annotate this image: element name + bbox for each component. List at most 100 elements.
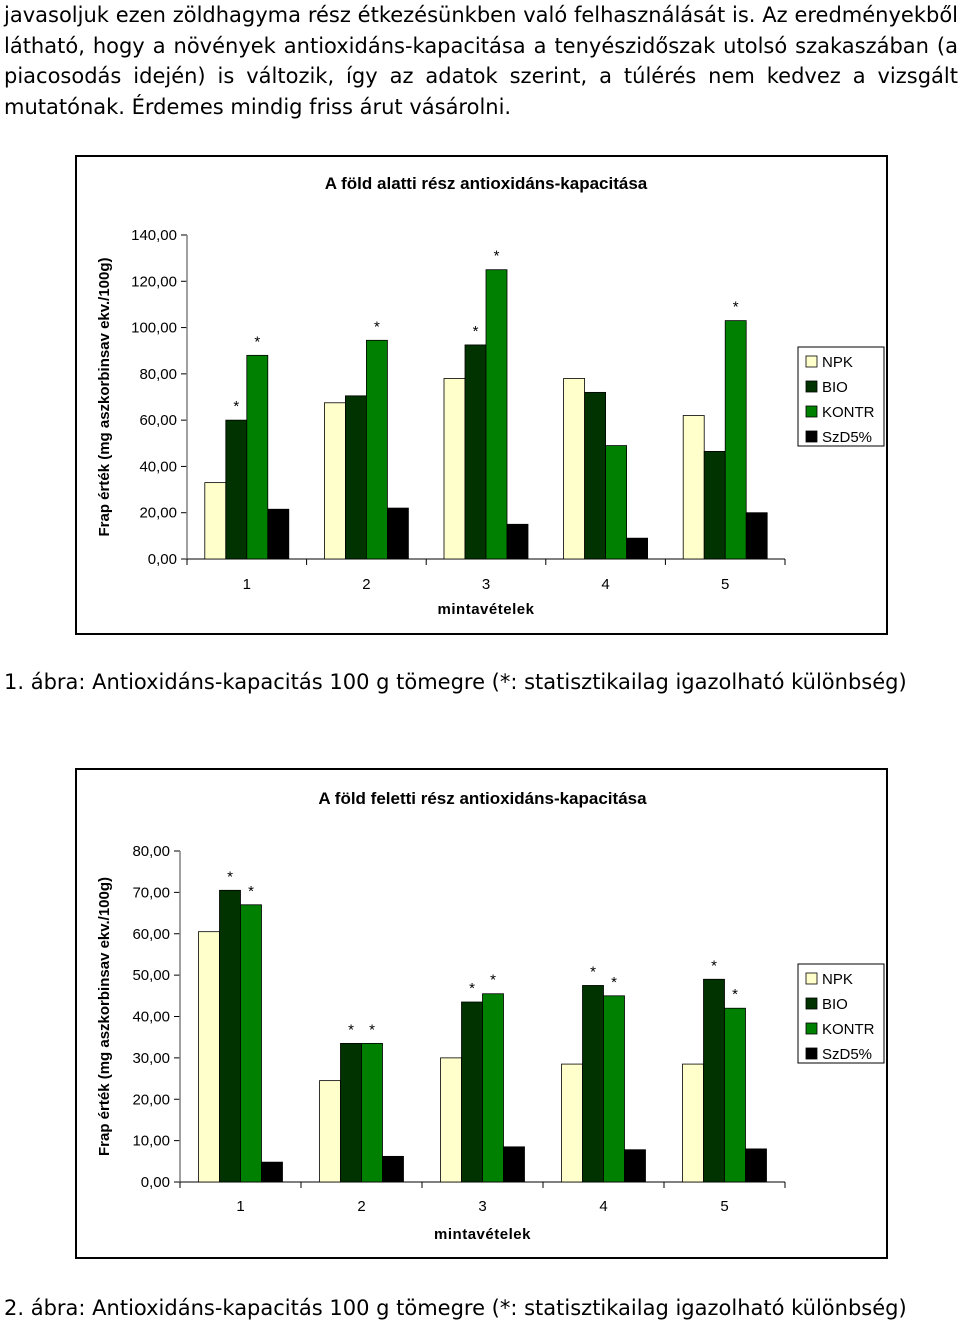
y-tick-label: 120,00 (131, 273, 177, 290)
legend-label: SzD5% (822, 429, 872, 446)
y-tick-label: 0,00 (148, 551, 177, 568)
y-tick-label: 40,00 (139, 458, 177, 475)
bar-szd5-2 (386, 507, 409, 560)
legend-label: KONTR (822, 1021, 875, 1038)
bar-szd5-4 (626, 537, 648, 560)
bar-bio-1 (225, 419, 248, 560)
x-tick-label: 1 (243, 576, 251, 593)
bar-szd5-1 (267, 508, 290, 560)
bar-bio-2 (340, 1042, 362, 1183)
y-tick-label: 100,00 (131, 320, 177, 337)
chart-2: A föld feletti rész antioxidáns-kapacitá… (96, 789, 885, 1243)
chart-1: A föld alatti rész antioxidáns-kapacitás… (96, 174, 885, 618)
x-tick-label: 5 (721, 576, 729, 593)
x-tick-label: 3 (478, 1198, 486, 1215)
bar-npk-3 (443, 378, 466, 560)
bar-npk-2 (319, 1080, 341, 1183)
chart-frame-2: A föld feletti rész antioxidáns-kapacitá… (75, 768, 888, 1259)
y-tick-label: 40,00 (132, 1009, 170, 1026)
significance-marker: * (374, 318, 380, 335)
paragraph-line: mutatónak. Érdemes mindig friss árut vás… (4, 94, 512, 119)
y-tick-label: 10,00 (132, 1133, 170, 1150)
bar-szd5-5 (745, 512, 768, 560)
bar-bio-3 (464, 344, 487, 560)
legend-swatch (805, 1022, 818, 1035)
bar-bio-5 (703, 450, 726, 560)
bar-kontr-1 (240, 904, 262, 1183)
legend-label: BIO (822, 996, 848, 1013)
significance-marker: * (233, 398, 239, 415)
legend-label: NPK (822, 354, 853, 371)
significance-marker: * (711, 957, 717, 974)
significance-marker: * (348, 1021, 354, 1038)
x-tick-label: 2 (362, 576, 370, 593)
legend-swatch (805, 972, 818, 985)
paragraph-line: javasoljuk ezen zöldhagyma rész étkezésü… (4, 3, 958, 27)
bar-bio-3 (461, 1001, 483, 1183)
body-paragraph: javasoljuk ezen zöldhagyma rész étkezésü… (4, 0, 958, 122)
bar-kontr-5 (724, 1007, 746, 1183)
bar-szd5-4 (624, 1149, 646, 1183)
bar-szd5-5 (745, 1148, 767, 1183)
bar-bio-4 (584, 391, 607, 560)
bar-szd5-1 (261, 1161, 283, 1183)
bar-npk-2 (323, 402, 346, 560)
y-tick-label: 20,00 (139, 505, 177, 522)
figure-caption-2: 2. ábra: Antioxidáns-kapacitás 100 g töm… (4, 1296, 907, 1320)
paragraph-line: látható, hogy a növények antioxidáns-kap… (4, 33, 958, 58)
significance-marker: * (590, 963, 596, 980)
bar-npk-4 (561, 1063, 583, 1183)
bar-npk-3 (440, 1057, 462, 1183)
x-tick-label: 4 (599, 1198, 607, 1215)
y-tick-label: 0,00 (141, 1174, 170, 1191)
x-tick-label: 4 (601, 576, 609, 593)
bar-kontr-3 (485, 269, 508, 560)
bar-bio-5 (703, 978, 725, 1183)
y-axis-label: Frap érték (mg aszkorbinsav ekv./100g) (96, 257, 113, 536)
legend-label: NPK (822, 971, 853, 988)
legend-swatch (805, 1047, 818, 1060)
bar-kontr-1 (246, 354, 269, 560)
y-axis-label: Frap érték (mg aszkorbinsav ekv./100g) (96, 877, 113, 1156)
x-tick-label: 2 (357, 1198, 365, 1215)
significance-marker: * (490, 972, 496, 989)
y-tick-label: 80,00 (139, 366, 177, 383)
significance-marker: * (248, 883, 254, 900)
bar-npk-5 (682, 1063, 704, 1183)
y-tick-label: 70,00 (132, 884, 170, 901)
paragraph-line: piacosodás idején) is változik, így az a… (4, 64, 958, 89)
significance-marker: * (732, 986, 738, 1003)
x-tick-label: 3 (482, 576, 490, 593)
significance-marker: * (473, 323, 479, 340)
chart-title: A föld alatti rész antioxidáns-kapacitás… (325, 174, 648, 193)
legend-label: BIO (822, 379, 848, 396)
bar-npk-1 (198, 931, 220, 1183)
y-tick-label: 60,00 (139, 412, 177, 429)
legend-swatch (805, 405, 818, 418)
chart-frame-1: A föld alatti rész antioxidáns-kapacitás… (75, 155, 888, 635)
legend-swatch (805, 997, 818, 1010)
bar-bio-1 (219, 889, 241, 1183)
bar-bio-4 (582, 985, 604, 1183)
x-tick-label: 5 (720, 1198, 728, 1215)
significance-marker: * (494, 248, 500, 265)
y-tick-label: 80,00 (132, 843, 170, 860)
y-tick-label: 20,00 (132, 1091, 170, 1108)
significance-marker: * (733, 299, 739, 316)
bar-szd5-3 (506, 523, 529, 560)
bar-npk-5 (682, 415, 705, 560)
y-tick-label: 30,00 (132, 1050, 170, 1067)
bar-szd5-2 (382, 1155, 404, 1183)
chart-title: A föld feletti rész antioxidáns-kapacitá… (318, 789, 647, 808)
legend-swatch (805, 380, 818, 393)
figure-caption-1: 1. ábra: Antioxidáns-kapacitás 100 g töm… (4, 670, 907, 694)
y-tick-label: 50,00 (132, 967, 170, 984)
bar-kontr-4 (605, 445, 627, 560)
x-axis-label: mintavételek (434, 1226, 531, 1243)
x-tick-label: 1 (236, 1198, 244, 1215)
significance-marker: * (254, 333, 260, 350)
bar-kontr-5 (724, 320, 747, 560)
x-axis-label: mintavételek (438, 601, 535, 618)
significance-marker: * (469, 980, 475, 997)
bar-npk-4 (563, 378, 586, 560)
